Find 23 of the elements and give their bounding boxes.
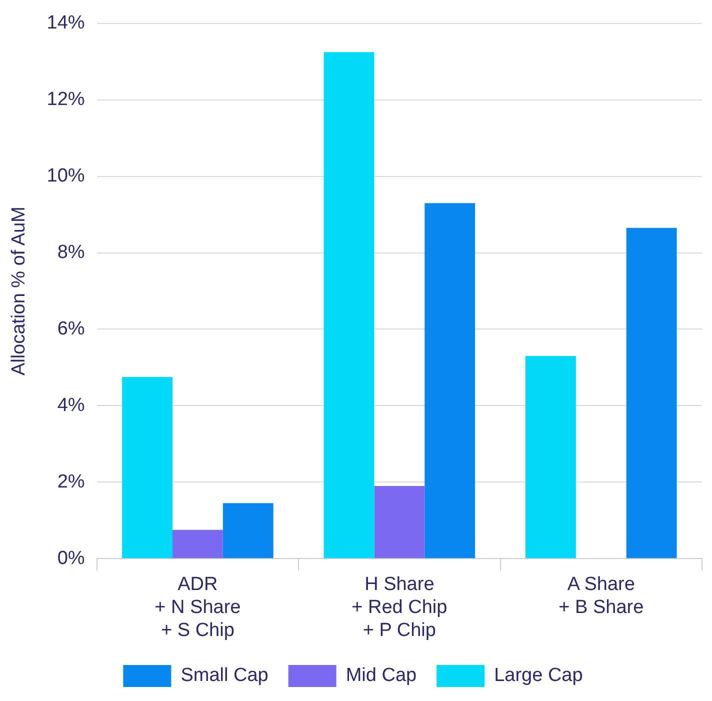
bar: [122, 377, 172, 558]
y-tick-label: 4%: [57, 394, 85, 416]
y-axis-title: Allocation % of AuM: [8, 206, 30, 376]
y-tick-label: 2%: [57, 471, 85, 492]
x-tick-label: A Share + B Share: [558, 574, 644, 618]
y-tick-label: 14%: [46, 12, 85, 34]
y-tick-label: 12%: [46, 89, 85, 110]
x-tick-label: ADR + N Share + S Chip: [154, 574, 241, 641]
bar: [374, 486, 425, 558]
bar: [525, 356, 576, 558]
y-tick-label: 8%: [57, 242, 85, 264]
bar: [324, 52, 374, 558]
bar: [172, 530, 223, 558]
y-tick-label: 6%: [57, 318, 85, 340]
bar: [626, 228, 677, 558]
x-tick-label: H Share + Red Chip + P Chip: [352, 574, 448, 641]
y-tick-label: 0%: [57, 548, 85, 569]
legend-label: Large Cap: [494, 665, 583, 686]
y-tick-label: 10%: [46, 166, 85, 187]
legend-label: Mid Cap: [346, 665, 417, 686]
legend-label: Small Cap: [180, 665, 268, 686]
bar: [424, 203, 476, 558]
bar: [222, 503, 274, 558]
